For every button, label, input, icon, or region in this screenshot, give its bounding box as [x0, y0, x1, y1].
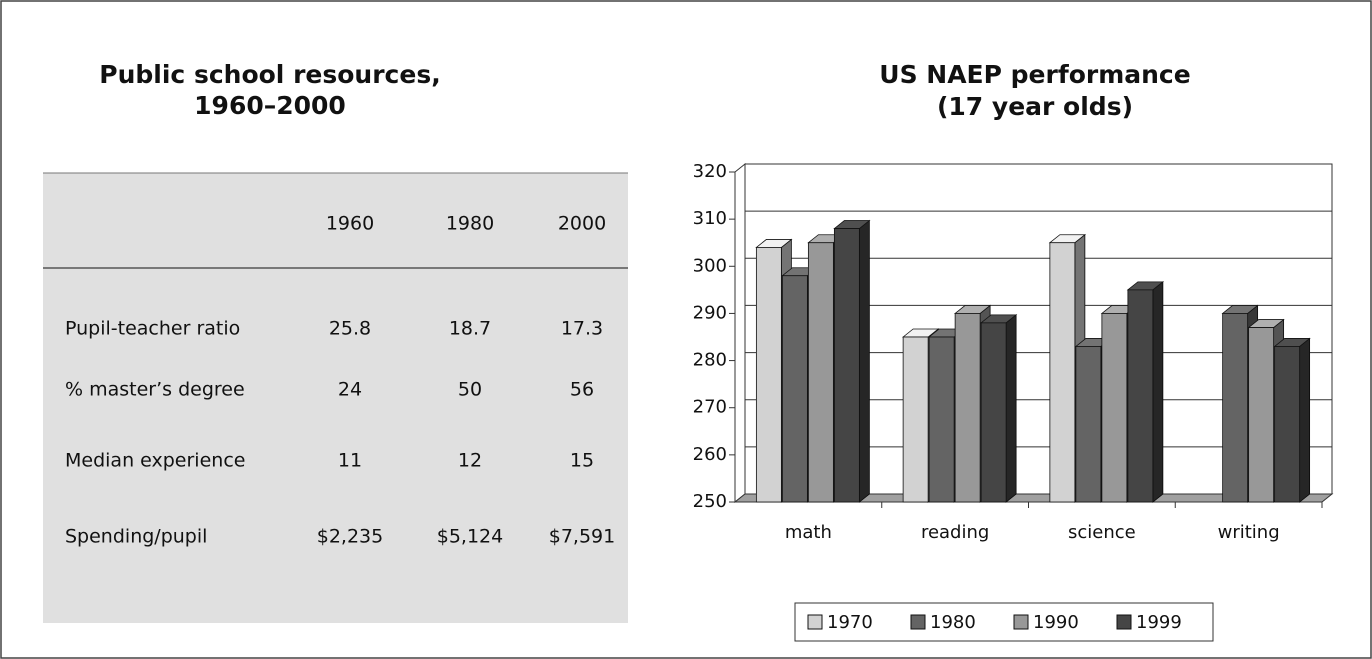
y-tick-label: 300 [693, 255, 727, 276]
cell: 15 [570, 450, 594, 472]
bar [1101, 313, 1128, 503]
table-bg [43, 173, 628, 623]
y-tick-label: 260 [693, 444, 727, 465]
bar-side [858, 219, 870, 503]
legend-label: 1980 [930, 612, 976, 633]
y-tick-label: 290 [693, 302, 727, 323]
x-tick-label: science [1068, 522, 1136, 543]
legend-box [794, 602, 1214, 642]
row-label: Median experience [65, 450, 245, 472]
bar [902, 336, 929, 503]
cell: 56 [570, 379, 594, 401]
cell: 24 [338, 379, 362, 401]
bar-side [1152, 281, 1164, 503]
bar [1075, 346, 1102, 503]
bar [781, 275, 808, 503]
cell: 12 [458, 450, 482, 472]
cell: 11 [338, 450, 362, 472]
cell: $7,591 [549, 526, 615, 548]
bar [954, 313, 981, 503]
bar [755, 247, 782, 503]
legend-label: 1970 [827, 612, 873, 633]
cell: $5,124 [437, 526, 503, 548]
cell: 18.7 [449, 318, 491, 340]
x-tick-label: math [785, 522, 832, 543]
legend-swatch [1116, 614, 1132, 630]
cell: $2,235 [317, 526, 383, 548]
column-header: 2000 [558, 213, 606, 235]
legend-swatch [910, 614, 926, 630]
chart-title: (17 year olds) [937, 92, 1133, 121]
cell: 25.8 [329, 318, 371, 340]
column-header: 1960 [326, 213, 374, 235]
legend-swatch [807, 614, 823, 630]
legend-swatch [1013, 614, 1029, 630]
row-label: % master’s degree [65, 379, 245, 401]
x-tick-label: reading [921, 522, 989, 543]
y-tick-label: 310 [693, 208, 727, 229]
y-tick-label: 280 [693, 350, 727, 371]
bar [1248, 327, 1275, 503]
legend-label: 1999 [1136, 612, 1182, 633]
bar-side [1299, 337, 1311, 503]
side-wall [734, 162, 746, 504]
y-tick-label: 250 [693, 491, 727, 512]
cell: 50 [458, 379, 482, 401]
column-header: 1980 [446, 213, 494, 235]
bar [1049, 242, 1076, 503]
bar-side [1005, 314, 1017, 503]
table-title: Public school resources, [99, 60, 440, 89]
table-title: 1960–2000 [194, 91, 346, 120]
bar [928, 336, 955, 503]
row-label: Spending/pupil [65, 526, 207, 548]
legend-label: 1990 [1033, 612, 1079, 633]
x-tick-label: writing [1218, 522, 1280, 543]
chart-title: US NAEP performance [879, 60, 1190, 89]
row-label: Pupil-teacher ratio [65, 318, 240, 340]
bar [833, 228, 860, 503]
bar [1274, 346, 1301, 503]
bar [807, 242, 834, 503]
bar [1222, 313, 1249, 503]
y-tick-label: 320 [693, 161, 727, 182]
bar [1127, 289, 1154, 503]
y-tick-label: 270 [693, 397, 727, 418]
cell: 17.3 [561, 318, 603, 340]
bar [980, 322, 1007, 503]
